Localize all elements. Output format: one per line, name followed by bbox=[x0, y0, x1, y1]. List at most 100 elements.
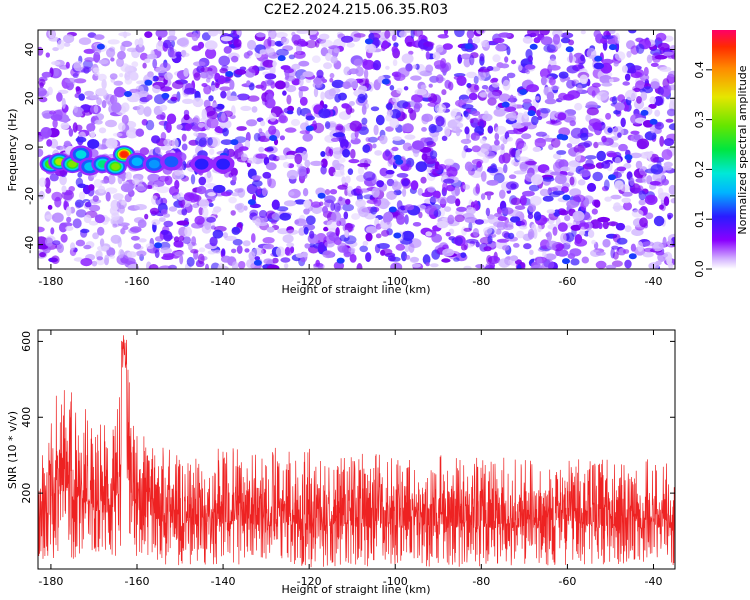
heatmap-cell bbox=[176, 220, 190, 226]
heatmap-cell bbox=[124, 64, 134, 76]
heatmap-cell bbox=[629, 177, 635, 186]
heatmap-cell bbox=[608, 44, 617, 51]
heatmap-cell bbox=[404, 204, 415, 211]
heatmap-cell bbox=[558, 71, 569, 79]
heatmap-cell bbox=[390, 262, 403, 269]
heatmap-cell bbox=[421, 126, 427, 132]
heatmap-cell bbox=[466, 71, 477, 79]
heatmap-cell bbox=[293, 40, 300, 46]
heatmap-cell bbox=[552, 190, 565, 196]
heatmap-cell bbox=[362, 240, 369, 246]
heatmap-cell bbox=[570, 224, 582, 231]
heatmap-cell bbox=[63, 42, 71, 47]
heatmap-cell bbox=[245, 131, 251, 143]
heatmap-cell bbox=[362, 144, 371, 153]
heatmap-cell bbox=[290, 246, 295, 254]
heatmap-cell bbox=[342, 148, 351, 158]
heatmap-cell bbox=[154, 146, 161, 154]
heatmap-cell bbox=[572, 210, 585, 222]
heatmap-cell bbox=[372, 143, 377, 149]
heatmap-cell bbox=[381, 78, 390, 85]
snr-x-axis-label: Height of straight line (km) bbox=[281, 583, 430, 596]
heatmap-cell bbox=[255, 32, 266, 38]
heatmap-cell bbox=[465, 148, 473, 153]
heatmap-cell bbox=[270, 219, 277, 225]
heatmap-cell bbox=[429, 197, 439, 203]
heatmap-cell bbox=[576, 84, 583, 94]
heatmap-cell bbox=[88, 204, 101, 212]
heatmap-cell bbox=[329, 72, 335, 79]
heatmap-cell bbox=[642, 241, 654, 247]
heatmap-cell bbox=[665, 118, 674, 123]
heatmap-cell bbox=[510, 255, 519, 262]
heatmap-cell bbox=[178, 37, 190, 48]
heatmap-cell bbox=[421, 113, 434, 123]
heatmap-cell bbox=[397, 67, 410, 78]
heatmap-cell bbox=[264, 73, 277, 80]
heatmap-cell bbox=[355, 199, 366, 208]
heatmap-cell bbox=[231, 30, 236, 35]
heatmap-cell bbox=[38, 177, 47, 187]
heatmap-cell bbox=[473, 36, 481, 44]
heatmap-cell bbox=[454, 115, 464, 123]
heatmap-cell bbox=[109, 254, 116, 259]
heatmap-cell bbox=[430, 150, 438, 160]
heatmap-cell bbox=[555, 243, 565, 250]
heatmap-cell bbox=[636, 43, 645, 54]
heatmap-cell bbox=[442, 181, 448, 193]
heatmap-cell bbox=[190, 248, 199, 254]
heatmap-cell bbox=[472, 228, 479, 237]
heatmap-cell bbox=[313, 87, 319, 98]
heatmap-feature bbox=[148, 159, 160, 169]
heatmap-cell bbox=[90, 130, 96, 139]
heatmap-cell bbox=[172, 80, 184, 90]
heatmap-cell bbox=[508, 111, 517, 122]
heatmap-cell bbox=[614, 102, 625, 111]
heatmap-cell bbox=[322, 206, 328, 214]
heatmap-cell bbox=[318, 33, 330, 40]
heatmap-cell bbox=[213, 106, 223, 112]
heatmap-cell bbox=[193, 132, 199, 137]
heatmap-cell bbox=[159, 217, 166, 222]
heatmap-cell bbox=[126, 128, 138, 139]
heatmap-cell bbox=[614, 156, 621, 165]
heatmap-cell bbox=[112, 132, 123, 137]
heatmap-panel: -180 -160 -140 -120 -100 -80 -60 -40 -40 -20 0 20 4… bbox=[6, 29, 676, 296]
heatmap-y-tick-label: -40 bbox=[23, 236, 36, 254]
heatmap-cell bbox=[238, 261, 246, 269]
heatmap-cell bbox=[269, 135, 278, 141]
heatmap-cell bbox=[47, 204, 53, 210]
heatmap-cell bbox=[430, 125, 443, 133]
heatmap-cell bbox=[520, 122, 532, 127]
heatmap-cell bbox=[574, 238, 588, 247]
heatmap-cell bbox=[437, 164, 447, 170]
heatmap-cell bbox=[183, 87, 197, 95]
snr-x-tick-label: -100 bbox=[383, 575, 408, 588]
heatmap-cell bbox=[441, 135, 448, 141]
heatmap-cell bbox=[514, 205, 526, 211]
heatmap-cell bbox=[642, 86, 654, 94]
heatmap-cell bbox=[393, 154, 402, 161]
heatmap-cell bbox=[123, 31, 128, 39]
colorbar-tick-label: 0.3 bbox=[693, 111, 706, 129]
heatmap-cell bbox=[191, 236, 197, 246]
heatmap-cell bbox=[170, 40, 175, 48]
heatmap-cell bbox=[188, 243, 193, 251]
heatmap-cell bbox=[443, 30, 449, 36]
heatmap-cell bbox=[592, 171, 603, 182]
heatmap-cell bbox=[548, 187, 559, 192]
heatmap-cell bbox=[640, 109, 649, 116]
heatmap-cell bbox=[111, 102, 122, 113]
heatmap-cell bbox=[207, 137, 213, 146]
heatmap-cell bbox=[244, 248, 250, 253]
heatmap-cell bbox=[637, 241, 644, 252]
heatmap-x-tick-label: -180 bbox=[38, 275, 63, 288]
heatmap-cell bbox=[667, 70, 675, 77]
heatmap-cell bbox=[294, 218, 307, 227]
heatmap-cell bbox=[49, 138, 59, 149]
colorbar-tick-label: 0.2 bbox=[693, 161, 706, 179]
heatmap-cell bbox=[654, 109, 661, 117]
heatmap-cell bbox=[593, 199, 601, 208]
heatmap-x-tick-label: -120 bbox=[297, 275, 322, 288]
heatmap-cell bbox=[154, 242, 163, 249]
